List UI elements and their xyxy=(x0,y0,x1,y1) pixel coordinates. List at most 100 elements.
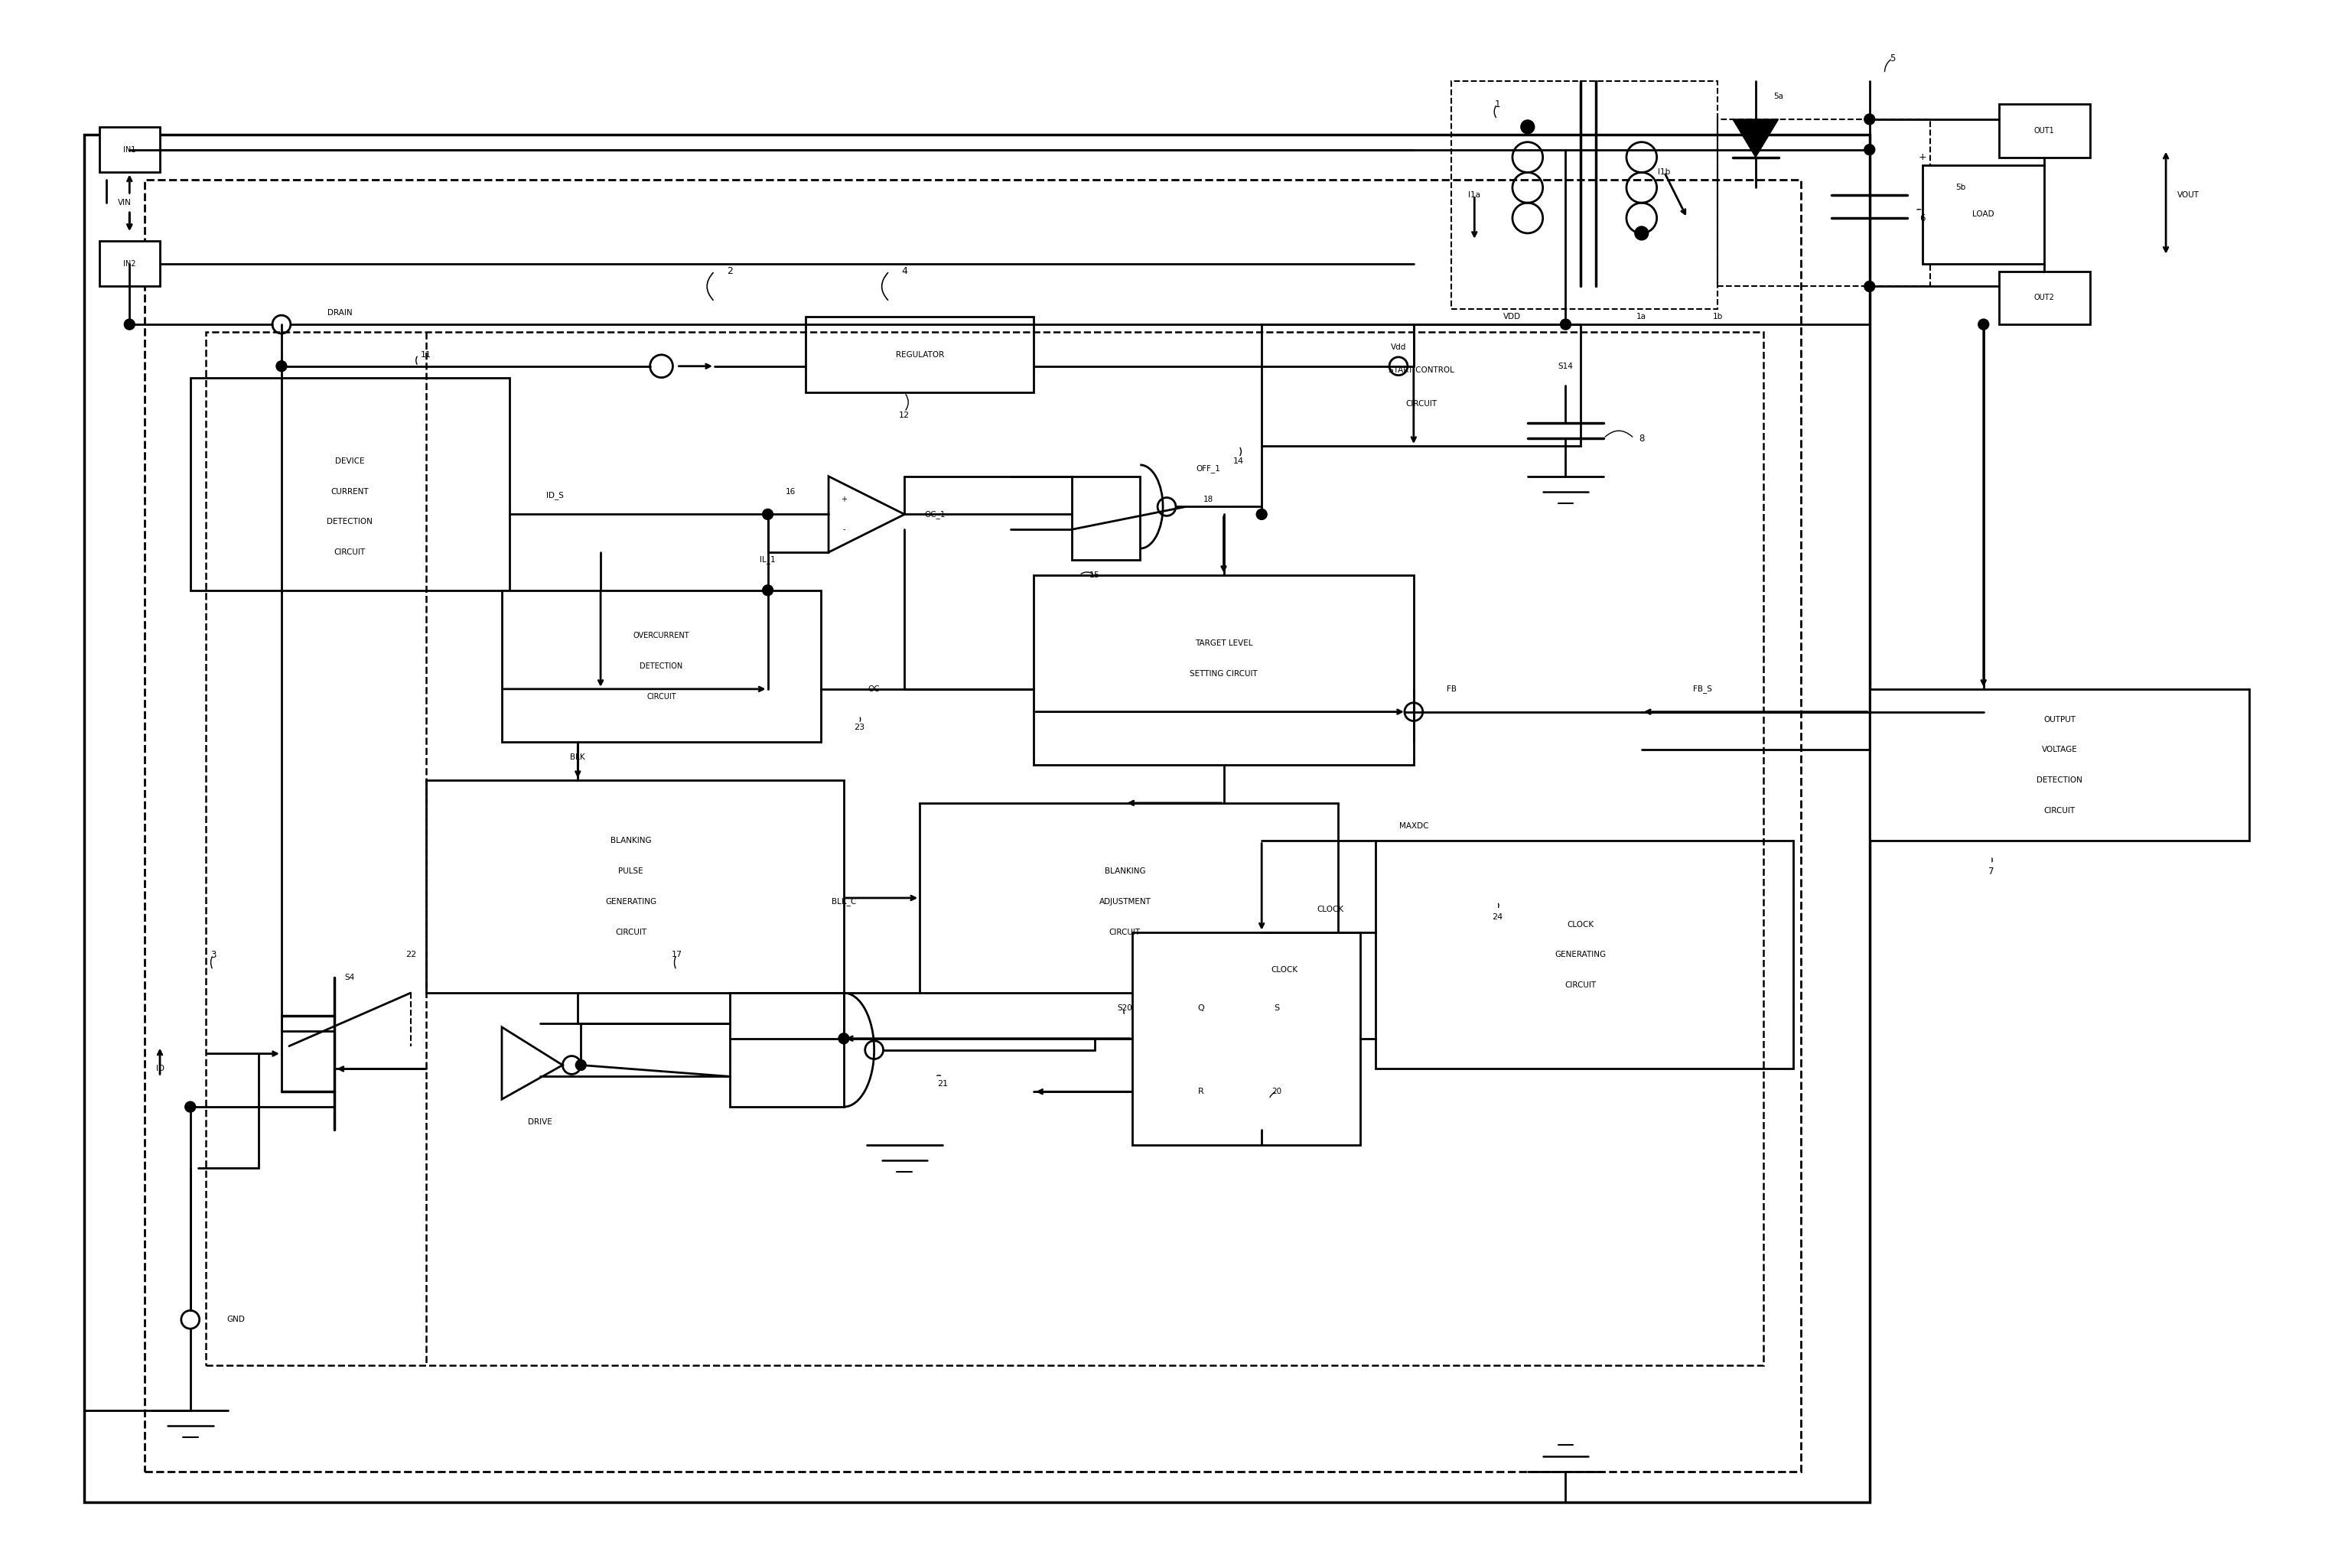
Text: DETECTION: DETECTION xyxy=(639,662,684,670)
Circle shape xyxy=(1863,144,1875,155)
Bar xyxy=(98,127,159,172)
Bar xyxy=(426,781,843,993)
Text: VDD: VDD xyxy=(1503,314,1522,320)
Text: DETECTION: DETECTION xyxy=(2037,776,2083,784)
Text: TARGET LEVEL: TARGET LEVEL xyxy=(1194,640,1252,648)
Bar xyxy=(730,993,843,1107)
Text: SETTING CIRCUIT: SETTING CIRCUIT xyxy=(1189,670,1257,677)
Text: CLOCK: CLOCK xyxy=(1316,906,1344,913)
Circle shape xyxy=(1634,226,1648,240)
Text: REGULATOR: REGULATOR xyxy=(897,351,943,359)
Bar xyxy=(145,180,1800,1471)
Text: OFF_1: OFF_1 xyxy=(1196,464,1220,474)
Text: -: - xyxy=(843,525,845,533)
Bar xyxy=(1035,575,1414,765)
Bar xyxy=(1133,931,1360,1145)
Text: +: + xyxy=(840,495,847,503)
Text: OUTPUT: OUTPUT xyxy=(2044,715,2076,723)
Text: 6: 6 xyxy=(1920,213,1927,223)
Text: MAXDC: MAXDC xyxy=(1400,822,1428,829)
Text: CLOCK: CLOCK xyxy=(1568,920,1594,928)
Text: 21: 21 xyxy=(936,1080,948,1088)
Text: CLOCK: CLOCK xyxy=(1271,966,1297,974)
Text: BLK_C: BLK_C xyxy=(831,897,857,906)
Text: LOAD: LOAD xyxy=(1973,210,1995,218)
Bar xyxy=(805,317,1035,392)
Bar xyxy=(501,590,822,742)
Bar xyxy=(920,803,1337,993)
Text: S: S xyxy=(1274,1004,1281,1011)
Text: CIRCUIT: CIRCUIT xyxy=(1566,982,1597,989)
Bar xyxy=(1377,840,1793,1069)
Text: OUT2: OUT2 xyxy=(2034,293,2055,301)
Text: 1b: 1b xyxy=(1714,314,1723,320)
Circle shape xyxy=(185,1102,197,1112)
Text: 24: 24 xyxy=(1491,913,1503,920)
Text: VOUT: VOUT xyxy=(2177,191,2201,199)
Text: Vdd: Vdd xyxy=(1391,343,1407,351)
Text: GND: GND xyxy=(227,1316,246,1323)
Text: DRAIN: DRAIN xyxy=(328,309,351,317)
Circle shape xyxy=(276,361,288,372)
Text: START CONTROL: START CONTROL xyxy=(1388,367,1454,373)
Text: FB_S: FB_S xyxy=(1693,685,1711,693)
Text: BLANKING: BLANKING xyxy=(611,837,651,845)
Text: 8: 8 xyxy=(1639,433,1643,444)
Text: GENERATING: GENERATING xyxy=(1554,952,1606,958)
Circle shape xyxy=(1978,318,1990,329)
Text: S4: S4 xyxy=(344,974,356,982)
Text: CURRENT: CURRENT xyxy=(330,488,370,495)
Bar xyxy=(1262,325,1580,445)
Bar xyxy=(1870,688,2250,840)
Circle shape xyxy=(124,318,136,329)
Text: 5a: 5a xyxy=(1774,93,1784,100)
Text: PULSE: PULSE xyxy=(618,867,644,875)
Circle shape xyxy=(838,1033,850,1044)
Bar xyxy=(1999,271,2091,325)
Polygon shape xyxy=(1732,119,1779,157)
Text: GENERATING: GENERATING xyxy=(606,898,658,906)
Text: 5: 5 xyxy=(1889,53,1896,63)
Text: CIRCUIT: CIRCUIT xyxy=(1110,928,1140,936)
Text: I1a: I1a xyxy=(1468,191,1480,199)
Text: OUT1: OUT1 xyxy=(2034,127,2055,135)
Circle shape xyxy=(763,585,773,596)
Bar xyxy=(190,378,510,590)
Text: 16: 16 xyxy=(787,488,796,495)
Text: Q: Q xyxy=(1199,1004,1203,1011)
Text: 2: 2 xyxy=(726,267,733,276)
Bar xyxy=(1072,477,1140,560)
Text: DRIVE: DRIVE xyxy=(527,1118,552,1126)
Text: 14: 14 xyxy=(1234,458,1245,466)
Text: VIN: VIN xyxy=(117,199,131,207)
Bar xyxy=(1922,165,2044,263)
Text: S20: S20 xyxy=(1117,1004,1133,1011)
Text: ID_S: ID_S xyxy=(545,491,564,500)
Text: ID: ID xyxy=(157,1065,164,1073)
Text: CIRCUIT: CIRCUIT xyxy=(2044,808,2074,814)
Text: IL_1: IL_1 xyxy=(761,555,775,564)
Text: 22: 22 xyxy=(405,952,417,958)
Text: BLK: BLK xyxy=(571,754,585,760)
Text: 4: 4 xyxy=(901,267,908,276)
Text: IN2: IN2 xyxy=(124,260,136,268)
Circle shape xyxy=(1863,281,1875,292)
Bar xyxy=(1999,103,2091,157)
Text: 5b: 5b xyxy=(1955,183,1966,191)
Text: DETECTION: DETECTION xyxy=(328,517,372,525)
Text: R: R xyxy=(1199,1088,1203,1096)
Text: 1: 1 xyxy=(1494,99,1501,110)
Text: CIRCUIT: CIRCUIT xyxy=(646,693,677,701)
Text: OC_1: OC_1 xyxy=(925,510,946,519)
Bar xyxy=(206,332,1763,1366)
Circle shape xyxy=(1522,121,1533,133)
Text: 23: 23 xyxy=(854,723,864,731)
Text: 20: 20 xyxy=(1271,1088,1283,1096)
Text: 12: 12 xyxy=(899,412,911,419)
Circle shape xyxy=(1561,318,1571,329)
Text: VOLTAGE: VOLTAGE xyxy=(2041,746,2076,754)
Circle shape xyxy=(576,1060,585,1071)
Text: OC: OC xyxy=(869,685,880,693)
Text: I1b: I1b xyxy=(1657,169,1671,176)
Text: CIRCUIT: CIRCUIT xyxy=(616,928,646,936)
